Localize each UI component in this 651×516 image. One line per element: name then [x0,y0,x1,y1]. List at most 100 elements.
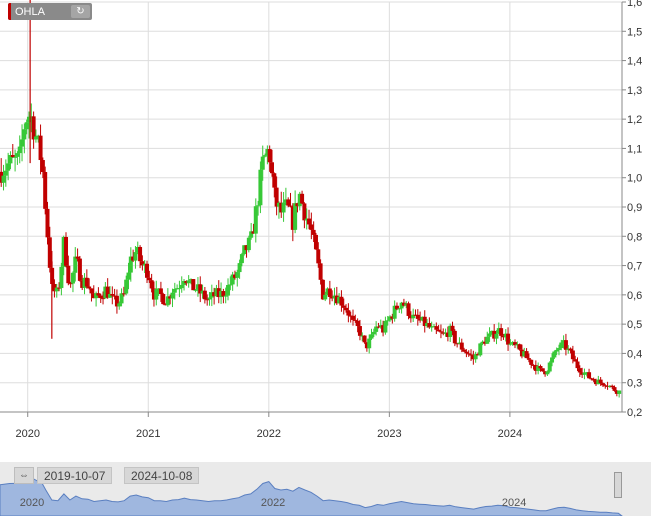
candle-body [339,296,344,306]
candle-body [603,385,608,387]
candle-body [31,116,36,140]
x-tick-label: 2020 [15,428,39,440]
candle-body [147,277,152,281]
candle-body [418,318,423,321]
candlesticks [0,0,622,398]
range-handle-left[interactable]: ⇔ [14,467,34,484]
candle-body [531,364,536,366]
candle-body [228,284,233,286]
candle-body [107,293,112,298]
candle-body [388,316,393,321]
candle-body [103,286,108,299]
candle-body [524,351,529,359]
candle-body [598,379,603,384]
candle-body [471,355,476,360]
candle-body [575,361,580,369]
navigator-year-label: 2022 [260,497,286,509]
candle-body [8,155,13,164]
candle-body [582,372,587,375]
range-end-date[interactable]: 2024-10-08 [124,467,200,484]
candle-body [445,332,450,337]
candle-body [374,326,379,332]
candle-body [411,314,416,319]
candle-body [15,153,20,157]
range-navigator[interactable]: ⇔ 2019-10-07 2024-10-08 2020 2022 2024 [0,462,651,516]
y-tick-label: 0,3 [627,378,642,390]
candle-body [489,330,494,334]
candle-body [6,163,11,171]
x-tick-label: 2021 [136,428,160,440]
candle-body [482,341,487,344]
candle-body [540,368,545,372]
candle-body [462,349,467,352]
refresh-icon[interactable]: ↻ [71,5,90,18]
candle-body [369,334,374,339]
candle-body [276,202,281,207]
candle-body [235,272,240,278]
range-handle-right[interactable] [614,472,622,498]
candle-body [161,294,166,305]
y-tick-label: 0,5 [627,319,642,331]
candle-body [550,357,555,363]
candle-body [337,296,342,304]
candle-body [33,136,38,140]
y-tick-label: 0,4 [627,348,642,360]
candle-body [165,296,170,306]
candle-body [415,314,420,319]
candle-body [45,208,50,238]
candle-body [272,173,277,188]
candle-body [570,350,575,360]
price-chart: 0,2 0,3 0,4 0,5 0,6 0,7 0,8 0,9 1,0 1,1 1,2 1,3 1,4 1… [0,0,642,440]
candle-body [198,284,203,294]
candle-body [427,323,432,328]
candle-body [487,333,492,337]
candle-body [594,380,599,385]
candle-body [221,291,226,297]
candle-body [40,160,45,173]
candle-body [114,295,119,307]
candle-body [94,293,99,299]
candle-body [29,116,34,118]
candle-body [522,351,527,357]
candle-body [110,293,115,296]
candle-body [381,325,386,333]
candle-body [364,342,369,349]
candle-body [91,293,96,299]
candle-body [124,279,129,294]
ticker-selector[interactable]: OHLA ↻ [8,3,92,20]
candle-body [177,288,182,290]
candle-body [22,129,27,140]
y-tick-label: 0,7 [627,261,642,273]
candle-body [17,146,22,154]
x-tick-label: 2022 [257,428,281,440]
candle-body [404,303,409,306]
candle-body [195,284,200,290]
candle-body [318,263,323,280]
candle-body [156,288,161,290]
axes: 0,2 0,3 0,4 0,5 0,6 0,7 0,8 0,9 1,0 1,1 1,2 1,3 1,4 1… [0,0,642,440]
candle-body [392,305,397,319]
candle-body [168,296,173,299]
navigator-year-label: 2024 [501,497,527,509]
candle-body [263,155,268,157]
candle-body [38,135,43,161]
y-tick-label: 1,0 [627,173,642,185]
candle-body [98,295,103,299]
x-tick-label: 2023 [377,428,401,440]
candle-body [237,263,242,273]
range-start-date[interactable]: 2019-10-07 [37,467,113,484]
candle-body [526,358,531,360]
candle-body [193,289,198,291]
candle-body [478,343,483,356]
candle-body [24,122,29,130]
y-tick-label: 1,2 [627,114,642,126]
candle-body [408,315,413,319]
candle-body [242,245,247,255]
candle-body [52,284,57,292]
candle-body [191,279,196,291]
candle-body [580,372,585,375]
candle-body [591,379,596,381]
candle-body [496,328,501,334]
candle-body [425,323,430,327]
navigator-overview [0,476,623,516]
